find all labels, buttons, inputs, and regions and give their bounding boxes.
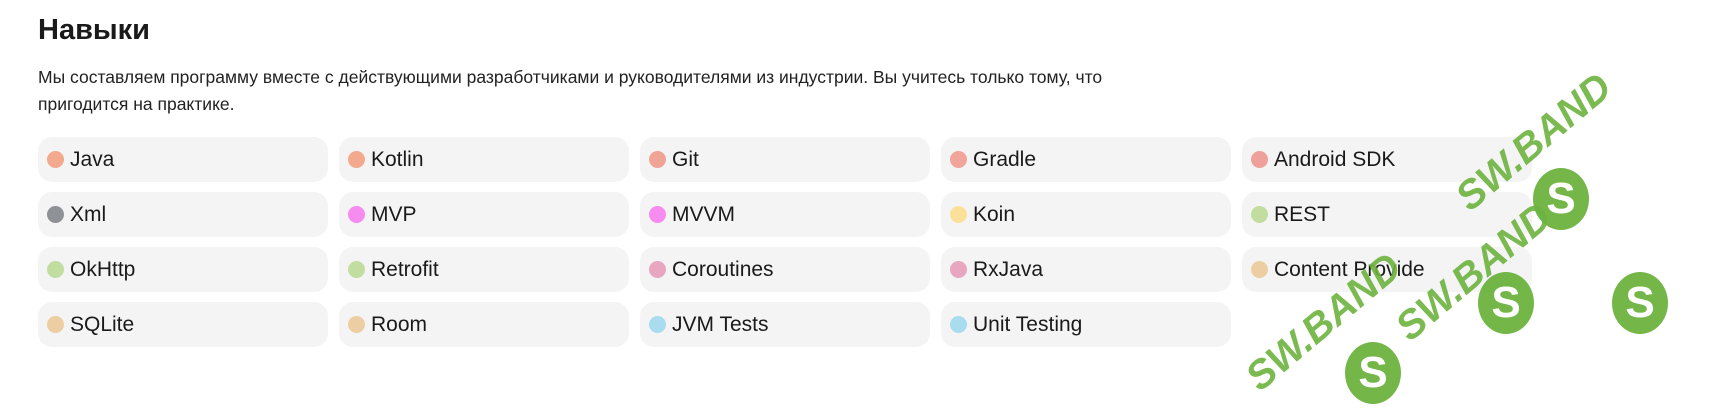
skill-chip: Koin <box>941 192 1231 237</box>
skill-color-dot-icon <box>47 316 64 333</box>
skill-chip: Android SDK <box>1242 137 1532 182</box>
skill-chip: REST <box>1242 192 1532 237</box>
skill-color-dot-icon <box>950 206 967 223</box>
skill-label: MVVM <box>672 202 735 226</box>
skill-label: MVP <box>371 202 417 226</box>
skill-chip: Git <box>640 137 930 182</box>
skill-chip: Java <box>38 137 328 182</box>
skill-color-dot-icon <box>1251 261 1268 278</box>
skill-color-dot-icon <box>950 316 967 333</box>
skill-label: Xml <box>70 202 107 226</box>
skill-color-dot-icon <box>348 316 365 333</box>
skill-color-dot-icon <box>348 261 365 278</box>
skill-chip: Content Provide <box>1242 247 1532 292</box>
skills-grid: Java Kotlin Git Gradle Android SDK Xml MVP MVVM… <box>38 137 1532 347</box>
skill-label: Retrofit <box>371 257 439 281</box>
skill-chip: SQLite <box>38 302 328 347</box>
skill-label: Android SDK <box>1274 147 1396 171</box>
skill-chip: Coroutines <box>640 247 930 292</box>
skill-label: Koin <box>973 202 1016 226</box>
skill-chip: Unit Testing <box>941 302 1231 347</box>
skill-color-dot-icon <box>649 151 666 168</box>
skill-chip: OkHttp <box>38 247 328 292</box>
skill-color-dot-icon <box>649 261 666 278</box>
skill-label: Room <box>371 312 428 336</box>
skill-label: JVM Tests <box>672 312 769 336</box>
skill-chip: MVP <box>339 192 629 237</box>
skill-color-dot-icon <box>47 206 64 223</box>
skill-chip: RxJava <box>941 247 1231 292</box>
skill-color-dot-icon <box>950 151 967 168</box>
skill-color-dot-icon <box>649 316 666 333</box>
skill-label: Coroutines <box>672 257 774 281</box>
skill-label: SQLite <box>70 312 135 336</box>
skill-color-dot-icon <box>348 206 365 223</box>
skill-label: Kotlin <box>371 147 424 171</box>
section-description: Мы составляем программу вместе с действу… <box>38 67 1103 114</box>
skill-label: Gradle <box>973 147 1037 171</box>
skill-chip: MVVM <box>640 192 930 237</box>
skill-color-dot-icon <box>348 151 365 168</box>
skill-label: RxJava <box>973 257 1044 281</box>
skill-label: OkHttp <box>70 257 136 281</box>
skill-color-dot-icon <box>47 261 64 278</box>
skill-color-dot-icon <box>649 206 666 223</box>
skill-label: Content Provide <box>1274 257 1425 281</box>
skill-chip: JVM Tests <box>640 302 930 347</box>
skill-label: REST <box>1274 202 1331 226</box>
skill-color-dot-icon <box>1251 206 1268 223</box>
skill-chip: Xml <box>38 192 328 237</box>
skill-color-dot-icon <box>47 151 64 168</box>
skill-label: Java <box>70 147 115 171</box>
skill-color-dot-icon <box>950 261 967 278</box>
skill-chip: Retrofit <box>339 247 629 292</box>
skill-color-dot-icon <box>1251 151 1268 168</box>
skill-chip: Gradle <box>941 137 1231 182</box>
section-title: Навыки <box>38 14 151 46</box>
skill-label: Git <box>672 147 699 171</box>
skill-label: Unit Testing <box>973 312 1083 336</box>
skill-chip: Kotlin <box>339 137 629 182</box>
skill-chip: Room <box>339 302 629 347</box>
